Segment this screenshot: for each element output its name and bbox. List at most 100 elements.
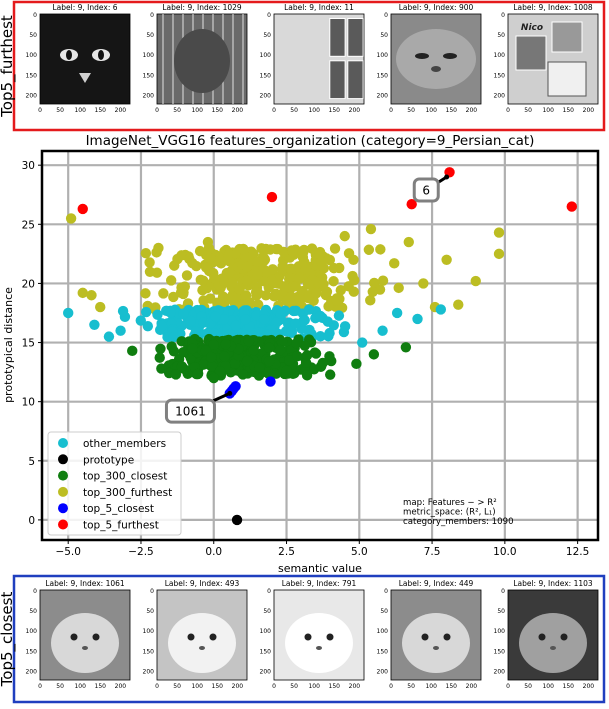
annotation: 6 — [412, 174, 450, 203]
data-point — [315, 310, 326, 322]
thumbnail-x-tick: 150 — [212, 107, 224, 114]
data-point — [321, 286, 333, 297]
y-tick-label: 5 — [28, 456, 35, 468]
thumbnail-y-tick: 100 — [494, 52, 506, 59]
annotation: 1061 — [164, 390, 233, 424]
thumbnail-x-tick: 50 — [524, 683, 532, 690]
collage-photo-shape — [329, 18, 346, 57]
annotation-arrow-head — [444, 174, 450, 180]
thumbnail-x-tick: 50 — [407, 107, 415, 114]
info-line: metric_space: (R², L₁) — [403, 508, 496, 518]
data-point — [314, 248, 326, 260]
data-point — [197, 285, 208, 296]
cat-eye-shape — [92, 633, 100, 641]
thumbnail-y-tick: 200 — [494, 92, 506, 99]
thumbnail-x-tick: 0 — [155, 683, 159, 690]
thumbnail-x-tick: 100 — [191, 107, 203, 114]
data-point — [317, 357, 328, 369]
data-point — [156, 363, 167, 374]
series-prototype — [231, 514, 243, 526]
data-point — [234, 283, 245, 295]
thumbnail-x-tick: 200 — [466, 683, 478, 690]
thumbnail-y-tick: 150 — [143, 648, 155, 655]
thumbnail-x-tick: 100 — [308, 683, 320, 690]
thumbnail-x-tick: 100 — [542, 107, 554, 114]
cat-eye-shape — [187, 633, 195, 641]
data-point — [252, 269, 263, 280]
data-point — [351, 358, 362, 370]
thumbnail-y-tick: 100 — [143, 628, 155, 635]
thumbnail-y-tick: 50 — [146, 32, 154, 39]
cat-eye-shape — [326, 633, 334, 641]
data-point — [389, 258, 400, 269]
thumbnail-x-tick: 100 — [308, 107, 320, 114]
thumbnail-x-tick: 100 — [74, 683, 86, 690]
data-point — [194, 245, 206, 257]
thumbnail-y-tick: 100 — [377, 52, 389, 59]
data-point — [274, 344, 286, 356]
plot-frame — [40, 149, 600, 542]
data-point — [284, 354, 295, 366]
cat-nose-shape — [431, 66, 441, 72]
data-point — [185, 315, 196, 327]
data-point — [214, 366, 226, 377]
thumbnail-x-tick: 200 — [349, 107, 361, 114]
thumbnail-y-tick: 0 — [267, 588, 271, 595]
y-tick-label: 10 — [22, 397, 35, 409]
data-point — [127, 345, 138, 357]
data-point — [277, 261, 288, 272]
y-axis-label: prototypical distance — [2, 287, 15, 403]
thumbnail: Label: 9, Index: 493 0 0 50 50 100 100 150 150 20… — [143, 579, 248, 690]
annotation-arrow-head — [227, 390, 233, 396]
data-point — [323, 301, 334, 312]
data-point — [311, 287, 322, 299]
data-point — [268, 367, 280, 379]
x-tick-label: 0.0 — [205, 546, 222, 558]
data-point — [258, 313, 270, 325]
info-line: map: Features − > R² — [403, 498, 497, 508]
scatter-chart: −5.0 −2.5 0.0 2.5 5.0 7.5 10.0 12.5 0 5 10 15 20 25 30… — [2, 149, 600, 575]
series-top-300-closest — [127, 333, 412, 384]
thumbnail-x-tick: 150 — [563, 107, 575, 114]
thumbnail-y-tick: 50 — [497, 32, 505, 39]
cat-fur-shape — [519, 613, 587, 673]
thumbnail-x-tick: 50 — [290, 683, 298, 690]
thumbnail-x-tick: 0 — [272, 107, 276, 114]
data-point — [412, 313, 423, 325]
data-point — [294, 272, 305, 284]
data-point — [377, 325, 388, 336]
data-point — [435, 304, 447, 315]
data-point — [241, 275, 252, 286]
thumbnail-y-tick: 100 — [494, 628, 506, 635]
data-point — [406, 199, 417, 210]
data-point — [275, 308, 286, 320]
cat-fur-shape — [285, 613, 353, 673]
data-point — [187, 257, 198, 269]
data-point — [142, 321, 154, 332]
legend-label: top_5_furthest — [83, 520, 159, 532]
data-point — [288, 305, 299, 317]
cat-eye-shape — [538, 633, 546, 641]
thumbnail-x-tick: 0 — [389, 683, 393, 690]
data-point — [206, 360, 218, 372]
thumbnail-x-tick: 50 — [173, 107, 181, 114]
thumbnail-y-tick: 100 — [260, 52, 272, 59]
annotation-box — [164, 398, 216, 424]
data-point — [265, 244, 276, 255]
x-tick-label: 2.5 — [278, 546, 295, 558]
data-point — [302, 349, 313, 361]
data-point — [243, 336, 255, 347]
thumbnail-y-tick: 150 — [260, 648, 272, 655]
thumbnail-y-tick: 50 — [263, 32, 271, 39]
cat-eye-shape — [443, 633, 451, 641]
thumbnail-y-tick: 100 — [26, 628, 38, 635]
thumbnail-caption: Label: 9, Index: 1008 — [513, 3, 593, 12]
thumbnail-x-tick: 100 — [191, 683, 203, 690]
legend-marker — [58, 470, 68, 481]
thumbnail-y-tick: 0 — [150, 588, 154, 595]
thumbnail-y-tick: 150 — [260, 72, 272, 79]
data-point — [357, 337, 368, 348]
data-point — [335, 285, 346, 296]
cat-eye-shape — [415, 53, 429, 59]
data-point — [158, 288, 169, 299]
